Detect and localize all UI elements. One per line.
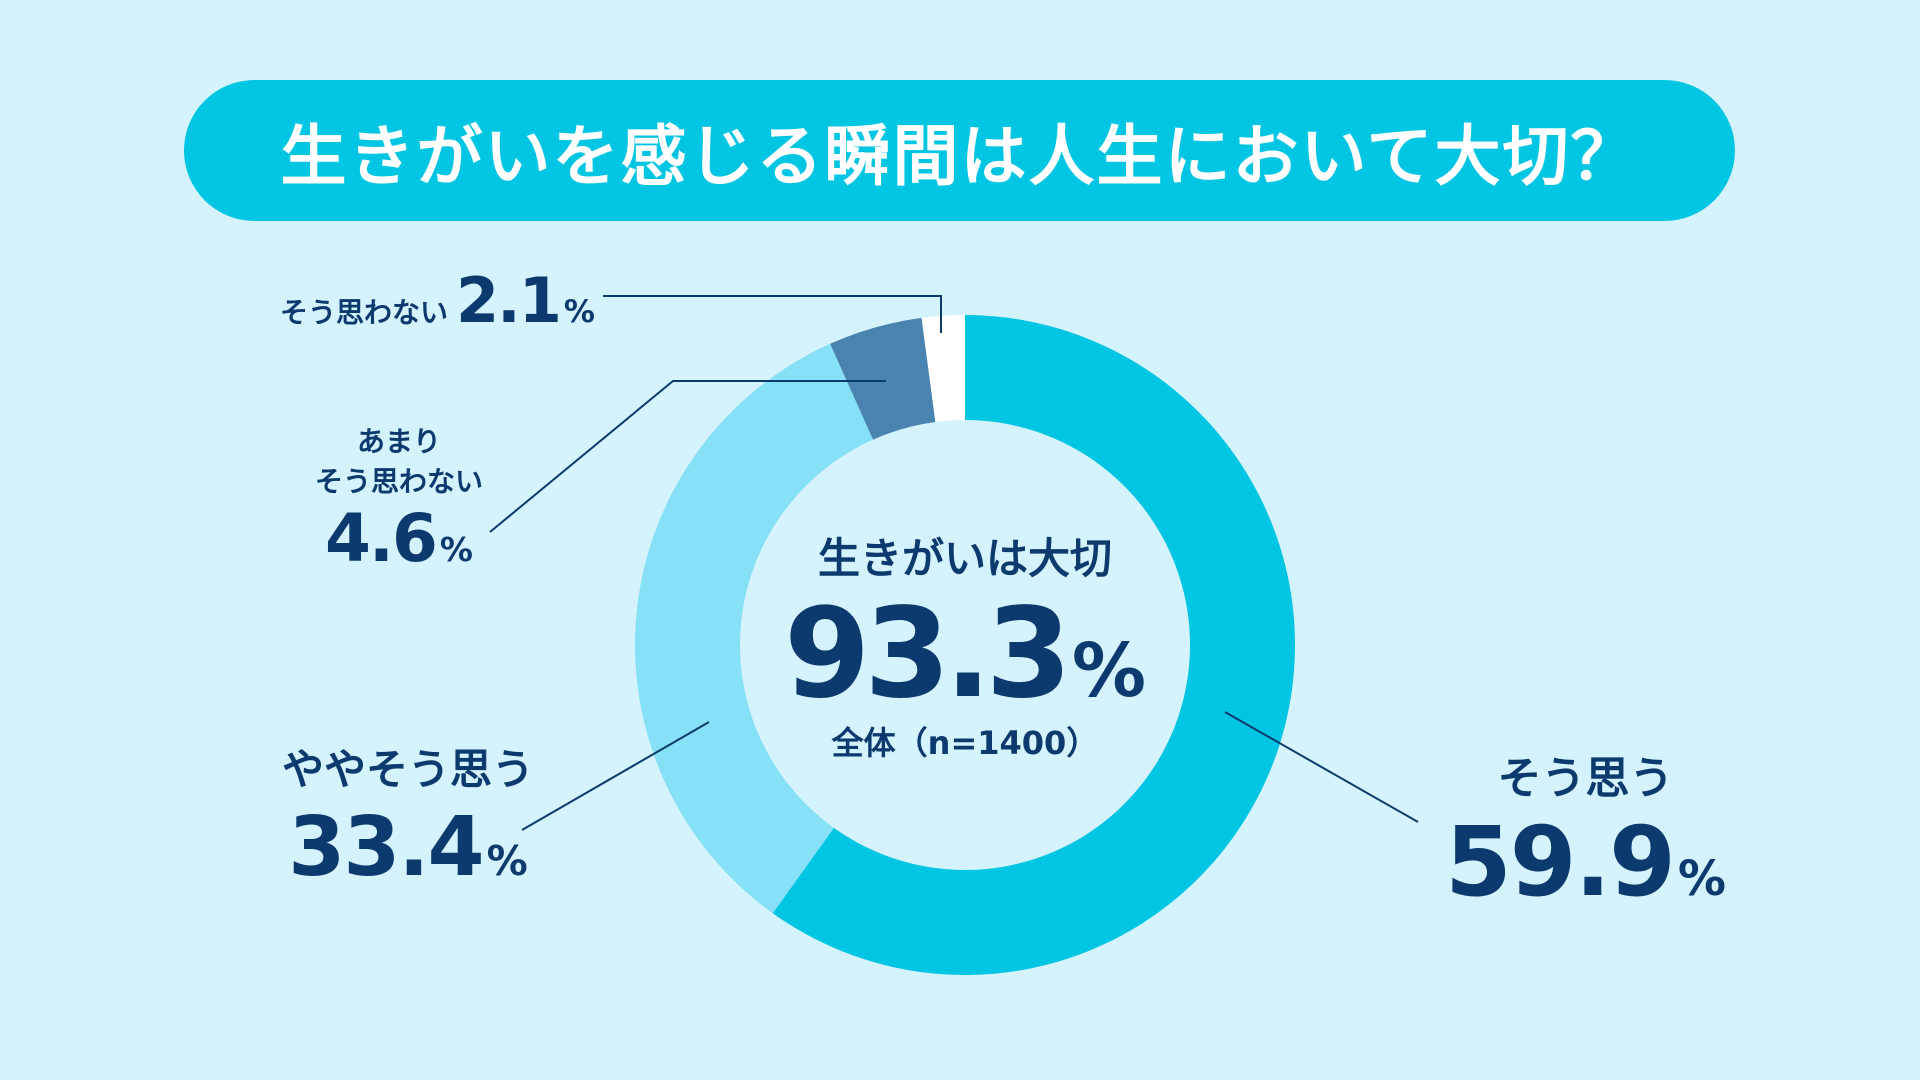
slice-label-name: ややそう思う: [282, 745, 535, 794]
leader-line-yaya-sou-omou: [521, 721, 710, 831]
slice-label-sou-omowanai: そう思わない 2.1%: [280, 270, 595, 332]
slice-sou-omowanai: [921, 315, 965, 422]
slice-yaya-sou-omou: [635, 343, 874, 914]
center-label: 生きがいは大切: [817, 534, 1112, 583]
center-value-unit: %: [1071, 628, 1147, 714]
slice-label-yaya-sou-omou: ややそう思う 33.4%: [282, 736, 534, 889]
slice-sou-omou: [772, 315, 1295, 976]
leader-line-amari-sou-omowanai: [489, 380, 886, 533]
center-value-number: 93.3: [783, 582, 1072, 726]
leader-line-sou-omowanai: [603, 295, 942, 333]
chart-title: 生きがいを感じる瞬間は人生において大切？: [280, 117, 1639, 195]
slice-value-number: 59.9: [1445, 806, 1676, 918]
title-banner: 生きがいを感じる瞬間は人生において大切？: [184, 80, 1735, 221]
slice-value-number: 2.1: [456, 264, 562, 337]
slice-value-unit: %: [439, 530, 473, 569]
leader-lines: [489, 295, 1419, 831]
slice-label-value: 59.9%: [1445, 814, 1726, 910]
slice-label-value: 33.4%: [282, 807, 534, 889]
center-value: 93.3%: [760, 592, 1170, 716]
slice-value-number: 4.6: [325, 500, 438, 577]
slice-value-number: 33.4: [288, 800, 484, 895]
donut-slices: [635, 315, 1295, 976]
slice-value-unit: %: [563, 294, 595, 330]
slice-label-value: 2.1%: [456, 270, 595, 332]
slice-value-unit: %: [1677, 851, 1726, 907]
slice-value-unit: %: [486, 837, 528, 885]
slice-label-value: 4.6%: [315, 506, 483, 572]
slice-label-name: そう思わない: [280, 296, 449, 329]
slice-amari-sou-omowanai: [830, 317, 936, 440]
center-note: 全体（n=1400）: [831, 724, 1099, 762]
slice-label-name-line2: そう思わない: [315, 465, 484, 498]
slice-label-sou-omou: そう思う 59.9%: [1445, 742, 1726, 910]
leader-line-sou-omou: [1224, 711, 1419, 823]
slice-label-name: そう思う: [1497, 753, 1674, 804]
slice-label-amari-sou-omowanai: あまり そう思わない 4.6%: [315, 420, 483, 572]
center-summary: 生きがいは大切 93.3% 全体（n=1400）: [760, 525, 1170, 764]
slice-label-name-line1: あまり: [357, 425, 442, 458]
